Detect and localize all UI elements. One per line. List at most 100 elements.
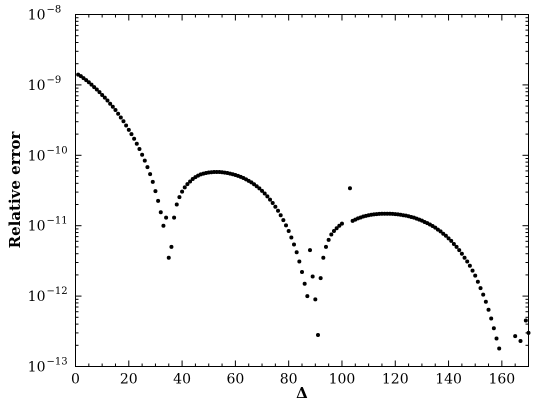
data-point	[457, 248, 462, 253]
data-point	[497, 346, 502, 351]
plot-area-frame	[75, 14, 529, 367]
data-point	[172, 215, 177, 220]
data-point	[153, 189, 158, 194]
data-point	[481, 292, 486, 297]
x-tick-label: 140	[435, 372, 462, 388]
data-point	[145, 165, 150, 170]
data-point	[278, 213, 283, 218]
data-point	[326, 237, 331, 242]
data-points	[76, 72, 531, 351]
data-point	[473, 273, 478, 278]
data-point	[518, 339, 523, 344]
data-point	[339, 221, 344, 226]
x-tick-label: 160	[488, 372, 515, 388]
data-point	[134, 141, 139, 146]
data-point	[321, 255, 326, 260]
data-point	[140, 152, 145, 157]
data-point	[313, 297, 318, 302]
data-point	[323, 244, 328, 249]
data-point	[121, 119, 126, 124]
data-point	[284, 223, 289, 228]
y-axis-title: Relative error	[6, 131, 24, 249]
data-point	[116, 111, 121, 116]
data-point	[169, 244, 174, 249]
data-point	[132, 136, 137, 141]
data-point	[94, 87, 99, 92]
data-point	[315, 333, 320, 338]
data-point	[289, 235, 294, 240]
data-point	[100, 92, 105, 97]
x-tick-label: 60	[226, 372, 244, 388]
data-point	[182, 185, 187, 190]
data-point	[164, 215, 169, 220]
data-point	[86, 80, 91, 85]
data-point	[446, 236, 451, 241]
data-point	[129, 132, 134, 137]
data-point	[166, 255, 171, 260]
data-point	[137, 146, 142, 151]
data-point	[483, 299, 488, 304]
data-point	[318, 276, 323, 281]
y-tick-exponent: −8	[47, 5, 62, 16]
data-point	[334, 226, 339, 231]
data-point	[273, 204, 278, 209]
data-point	[443, 233, 448, 238]
data-point	[302, 281, 307, 286]
data-point	[470, 268, 475, 273]
data-point	[97, 90, 102, 95]
data-point	[148, 172, 153, 177]
x-axis-title: Δ	[296, 384, 308, 402]
x-tick-label: 40	[173, 372, 191, 388]
data-point	[513, 334, 518, 339]
data-point	[459, 251, 464, 256]
y-tick-exponent: −12	[47, 286, 68, 297]
data-point	[150, 179, 155, 184]
data-point	[188, 179, 193, 184]
data-point	[89, 82, 94, 87]
data-point	[307, 248, 312, 253]
data-point	[180, 189, 185, 194]
data-point	[281, 218, 286, 223]
data-point	[292, 242, 297, 247]
data-point	[270, 201, 275, 206]
data-point	[262, 191, 267, 196]
data-point	[113, 108, 118, 113]
data-point	[174, 202, 179, 207]
data-point	[84, 78, 89, 83]
data-point	[105, 98, 110, 103]
x-tick-label: 120	[382, 372, 409, 388]
data-point	[465, 259, 470, 264]
y-tick-exponent: −10	[47, 145, 68, 156]
y-tick-exponent: −11	[47, 216, 68, 227]
data-point	[467, 263, 472, 268]
data-point	[310, 274, 315, 279]
data-point	[102, 95, 107, 100]
y-tick-exponent: −13	[47, 357, 68, 368]
data-point	[142, 158, 147, 163]
data-point	[449, 238, 454, 243]
data-point	[177, 195, 182, 200]
data-point	[124, 123, 129, 128]
data-point	[161, 223, 166, 228]
data-point	[494, 336, 499, 341]
data-point	[489, 316, 494, 321]
x-tick-label: 0	[71, 372, 80, 388]
data-point	[331, 229, 336, 234]
data-point	[156, 198, 161, 203]
data-point	[438, 229, 443, 234]
y-tick-label: 10	[28, 8, 46, 24]
data-point	[305, 294, 310, 299]
data-point	[329, 232, 334, 237]
y-tick-label: 10	[28, 219, 46, 235]
data-point	[260, 188, 265, 193]
data-point	[257, 186, 262, 191]
y-tick-label: 10	[28, 148, 46, 164]
data-point	[286, 229, 291, 234]
data-point	[268, 197, 273, 202]
data-point	[454, 244, 459, 249]
axis-ticks	[75, 14, 529, 367]
data-point	[294, 250, 299, 255]
data-point	[491, 326, 496, 331]
